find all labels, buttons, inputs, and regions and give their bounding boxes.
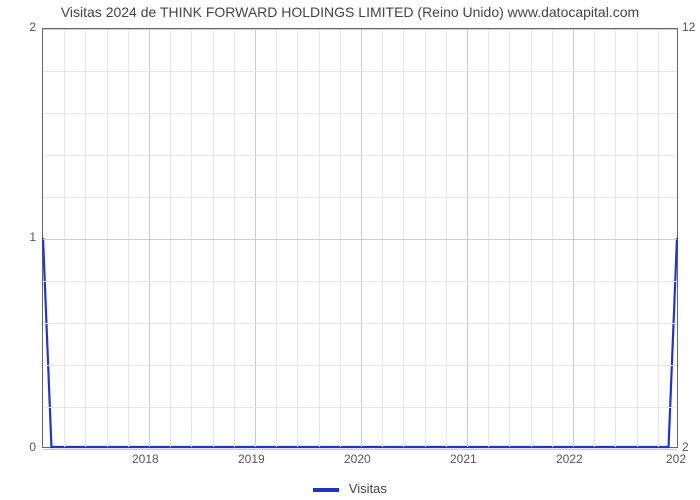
minor-gridline-vertical — [615, 29, 616, 447]
series-line-visitas — [43, 238, 677, 447]
y2-tick-label: 12 — [682, 20, 695, 34]
minor-gridline-vertical — [234, 29, 235, 447]
minor-gridline-vertical — [488, 29, 489, 447]
minor-gridline-vertical — [64, 29, 65, 447]
minor-gridline-vertical — [85, 29, 86, 447]
minor-gridline-vertical — [425, 29, 426, 447]
gridline-horizontal — [43, 29, 677, 30]
y-tick-label: 2 — [6, 20, 36, 34]
minor-gridline-vertical — [552, 29, 553, 447]
legend-label: Visitas — [349, 481, 387, 496]
gridline-vertical — [573, 29, 574, 447]
minor-gridline-vertical — [128, 29, 129, 447]
minor-gridline-vertical — [276, 29, 277, 447]
series-layer — [43, 29, 677, 447]
x-tick-label: 2018 — [132, 452, 159, 466]
minor-gridline-vertical — [191, 29, 192, 447]
gridline-vertical — [361, 29, 362, 447]
minor-gridline-horizontal — [43, 281, 677, 282]
gridline-horizontal — [43, 449, 677, 450]
plot-area — [42, 28, 678, 448]
minor-gridline-vertical — [319, 29, 320, 447]
minor-gridline-vertical — [509, 29, 510, 447]
minor-gridline-vertical — [213, 29, 214, 447]
minor-gridline-horizontal — [43, 71, 677, 72]
minor-gridline-horizontal — [43, 323, 677, 324]
minor-gridline-vertical — [658, 29, 659, 447]
chart-container: Visitas 2024 de THINK FORWARD HOLDINGS L… — [0, 0, 700, 500]
chart-title: Visitas 2024 de THINK FORWARD HOLDINGS L… — [0, 4, 700, 20]
minor-gridline-vertical — [107, 29, 108, 447]
minor-gridline-horizontal — [43, 113, 677, 114]
x-tick-label: 2020 — [344, 452, 371, 466]
minor-gridline-vertical — [170, 29, 171, 447]
minor-gridline-vertical — [403, 29, 404, 447]
minor-gridline-vertical — [637, 29, 638, 447]
gridline-horizontal — [43, 239, 677, 240]
minor-gridline-horizontal — [43, 197, 677, 198]
legend-swatch — [313, 488, 339, 492]
minor-gridline-vertical — [594, 29, 595, 447]
minor-gridline-horizontal — [43, 155, 677, 156]
minor-gridline-vertical — [297, 29, 298, 447]
x-tick-label: 2019 — [238, 452, 265, 466]
x-tick-label-partial: 202 — [666, 452, 686, 466]
minor-gridline-vertical — [340, 29, 341, 447]
x-tick-label: 2022 — [556, 452, 583, 466]
minor-gridline-vertical — [446, 29, 447, 447]
gridline-vertical — [255, 29, 256, 447]
y-tick-label: 1 — [6, 230, 36, 244]
minor-gridline-vertical — [382, 29, 383, 447]
y-tick-label: 0 — [6, 440, 36, 454]
gridline-vertical — [467, 29, 468, 447]
minor-gridline-horizontal — [43, 407, 677, 408]
minor-gridline-vertical — [531, 29, 532, 447]
legend: Visitas — [0, 481, 700, 496]
gridline-vertical — [149, 29, 150, 447]
x-tick-label: 2021 — [450, 452, 477, 466]
minor-gridline-horizontal — [43, 365, 677, 366]
